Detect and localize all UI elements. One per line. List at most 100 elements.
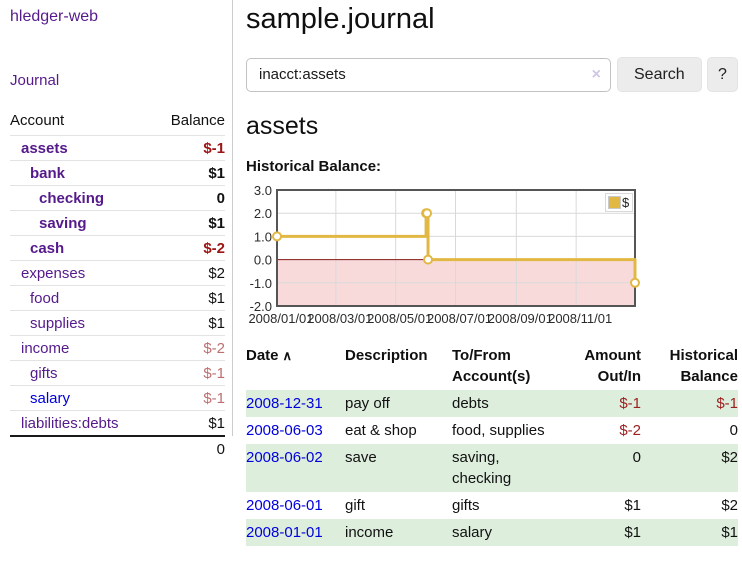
accounts-header-account: Account — [10, 112, 65, 129]
transaction-date-link[interactable]: 2008-06-02 — [246, 449, 323, 466]
transaction-balance: $1 — [721, 524, 738, 541]
transaction-description: eat & shop — [345, 422, 417, 439]
account-link[interactable]: gifts — [30, 365, 58, 382]
sidebar: hledger-web Journal Account Balance asse… — [0, 0, 233, 458]
account-balance: $1 — [208, 415, 225, 432]
register-header-row: Date ∧ Description To/From Account(s) Amo… — [246, 343, 738, 390]
account-link[interactable]: food — [30, 290, 60, 307]
transaction-balance: $2 — [721, 497, 738, 514]
transaction-date-link[interactable]: 2008-01-01 — [246, 524, 323, 541]
account-link[interactable]: assets — [21, 140, 68, 157]
account-balance: $1 — [208, 315, 225, 332]
transaction-accounts: saving, checking — [452, 449, 512, 487]
transaction-date-link[interactable]: 2008-06-01 — [246, 497, 323, 514]
account-row: bank $1 — [10, 160, 225, 185]
account-balance: $-2 — [203, 340, 225, 357]
chart-container: 3.0 2.0 1.0 0.0 -1.0 -2.0 2008/01/01 2008/03/01… — [246, 183, 742, 331]
register-table: Date ∧ Description To/From Account(s) Amo… — [246, 343, 738, 546]
transaction-date-link[interactable]: 2008-12-31 — [246, 395, 323, 412]
transaction-accounts: gifts — [452, 497, 480, 514]
account-balance: 0 — [216, 190, 225, 207]
account-row: assets $-1 — [10, 135, 225, 160]
account-balance: $1 — [208, 165, 225, 182]
account-row: checking 0 — [10, 185, 225, 210]
account-row: salary $-1 — [10, 385, 225, 410]
accounts-list: assets $-1 bank $1 checking 0 saving $1 … — [10, 135, 225, 435]
sort-ascending-icon: ∧ — [282, 348, 293, 363]
account-row: saving $1 — [10, 210, 225, 235]
column-header-amount: Amount Out/In — [584, 347, 641, 385]
account-row: liabilities:debts $1 — [10, 410, 225, 435]
register-row: 2008-06-01 gift gifts $1 $2 — [246, 492, 738, 519]
account-row: supplies $1 — [10, 310, 225, 335]
register-row: 2008-12-31 pay off debts $-1 $-1 — [246, 390, 738, 417]
transaction-accounts: salary — [452, 524, 493, 541]
svg-text:2008/01/01: 2008/01/01 — [248, 311, 313, 326]
app-title-link[interactable]: hledger-web — [10, 8, 99, 25]
accounts-total-row: 0 — [10, 435, 225, 462]
account-link[interactable]: saving — [39, 215, 87, 232]
transaction-description: gift — [345, 497, 366, 514]
svg-text:-2.0: -2.0 — [250, 299, 272, 314]
transaction-description: pay off — [345, 395, 390, 412]
account-link[interactable]: supplies — [30, 315, 86, 332]
account-balance: $1 — [208, 215, 225, 232]
transaction-amount: $-1 — [619, 395, 641, 412]
transaction-amount: 0 — [632, 449, 641, 466]
svg-text:-1.0: -1.0 — [250, 276, 272, 291]
svg-text:2008/09/01: 2008/09/01 — [488, 311, 553, 326]
chart-legend: $ — [605, 193, 634, 212]
account-balance: $1 — [208, 290, 225, 307]
account-link[interactable]: income — [21, 340, 70, 357]
clear-search-icon[interactable]: × — [591, 65, 601, 83]
column-header-date[interactable]: Date ∧ — [246, 343, 345, 390]
transaction-amount: $1 — [624, 497, 641, 514]
register-row: 2008-06-03 eat & shop food, supplies $-2… — [246, 417, 738, 444]
svg-text:2008/05/01: 2008/05/01 — [367, 311, 432, 326]
transaction-amount: $1 — [624, 524, 641, 541]
account-row: income $-2 — [10, 335, 225, 360]
account-link[interactable]: checking — [39, 190, 105, 207]
search-row: × Search ? — [246, 57, 738, 92]
legend-swatch-icon — [608, 196, 621, 209]
search-input[interactable] — [246, 57, 611, 92]
transaction-balance: $-1 — [716, 395, 738, 412]
svg-text:1.0: 1.0 — [254, 229, 272, 244]
account-link[interactable]: expenses — [21, 265, 86, 282]
transaction-balance: $2 — [721, 449, 738, 466]
legend-label: $ — [622, 195, 630, 210]
transaction-accounts: food, supplies — [452, 422, 545, 439]
account-link[interactable]: bank — [30, 165, 66, 182]
account-row: expenses $2 — [10, 260, 225, 285]
account-heading: assets — [246, 112, 319, 140]
account-link[interactable]: salary — [30, 390, 71, 407]
account-balance: $-1 — [203, 390, 225, 407]
svg-text:2.0: 2.0 — [254, 206, 272, 221]
search-button[interactable]: Search — [617, 57, 702, 92]
account-balance: $2 — [208, 265, 225, 282]
sidebar-item-journal[interactable]: Journal — [10, 72, 60, 89]
help-button[interactable]: ? — [707, 57, 738, 92]
chart-title: Historical Balance: — [246, 158, 382, 175]
account-balance: $-1 — [203, 365, 225, 382]
register-row: 2008-06-02 save saving, checking 0 $2 — [246, 444, 738, 492]
svg-text:2008/07/01: 2008/07/01 — [427, 311, 492, 326]
account-row: gifts $-1 — [10, 360, 225, 385]
account-row: food $1 — [10, 285, 225, 310]
column-header-date-label: Date — [246, 347, 279, 364]
transaction-description: income — [345, 524, 394, 541]
svg-text:3.0: 3.0 — [254, 184, 272, 198]
transaction-date-link[interactable]: 2008-06-03 — [246, 422, 323, 439]
transaction-balance: 0 — [729, 422, 738, 439]
account-link[interactable]: cash — [30, 240, 65, 257]
accounts-panel: Account Balance assets $-1 bank $1 check… — [10, 109, 225, 462]
register-row: 2008-01-01 income salary $1 $1 — [246, 519, 738, 546]
main-content: sample.journal × Search ? assets Histori… — [246, 0, 738, 546]
page-title: sample.journal — [246, 3, 435, 35]
accounts-total-value: 0 — [216, 441, 225, 458]
transaction-accounts: debts — [452, 395, 489, 412]
account-link[interactable]: liabilities:debts — [21, 415, 119, 432]
svg-text:0.0: 0.0 — [254, 253, 272, 268]
accounts-header-balance: Balance — [170, 112, 225, 129]
svg-text:2008/03/01: 2008/03/01 — [307, 311, 372, 326]
